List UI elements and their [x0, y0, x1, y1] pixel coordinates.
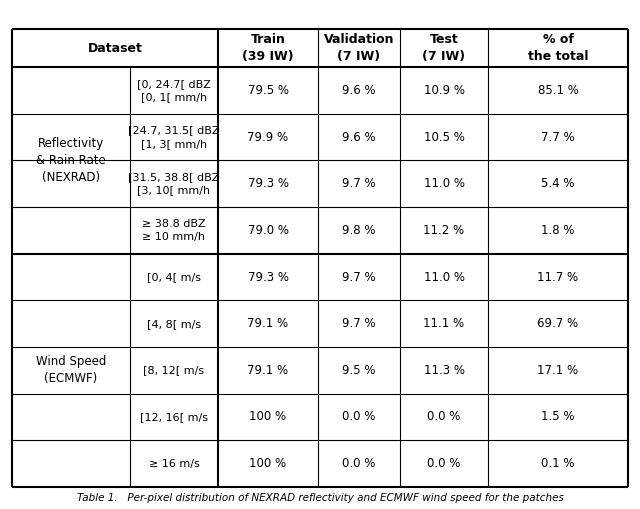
Text: 79.1 %: 79.1 %: [248, 364, 289, 377]
Text: [4, 8[ m/s: [4, 8[ m/s: [147, 319, 201, 329]
Text: 79.3 %: 79.3 %: [248, 270, 289, 284]
Text: [24.7, 31.5[ dBZ
[1, 3[ mm/h: [24.7, 31.5[ dBZ [1, 3[ mm/h: [128, 125, 220, 149]
Text: 11.0 %: 11.0 %: [424, 270, 465, 284]
Text: 100 %: 100 %: [250, 410, 287, 423]
Text: 1.8 %: 1.8 %: [541, 224, 575, 237]
Text: 7.7 %: 7.7 %: [541, 130, 575, 144]
Text: Dataset: Dataset: [88, 42, 143, 54]
Text: Validation
(7 IW): Validation (7 IW): [324, 33, 394, 63]
Text: [12, 16[ m/s: [12, 16[ m/s: [140, 412, 208, 422]
Text: 10.9 %: 10.9 %: [424, 84, 465, 97]
Text: 79.5 %: 79.5 %: [248, 84, 289, 97]
Text: ≥ 16 m/s: ≥ 16 m/s: [148, 459, 200, 469]
Text: 11.1 %: 11.1 %: [424, 317, 465, 330]
Text: 11.2 %: 11.2 %: [424, 224, 465, 237]
Text: Wind Speed
(ECMWF): Wind Speed (ECMWF): [36, 355, 106, 385]
Text: Table 1.   Per-pixel distribution of NEXRAD reflectivity and ECMWF wind speed fo: Table 1. Per-pixel distribution of NEXRA…: [77, 493, 563, 503]
Text: 5.4 %: 5.4 %: [541, 177, 575, 190]
Text: 85.1 %: 85.1 %: [538, 84, 579, 97]
Text: 79.3 %: 79.3 %: [248, 177, 289, 190]
Text: [0, 4[ m/s: [0, 4[ m/s: [147, 272, 201, 282]
Text: ≥ 38.8 dBZ
≥ 10 mm/h: ≥ 38.8 dBZ ≥ 10 mm/h: [142, 219, 206, 242]
Text: 1.5 %: 1.5 %: [541, 410, 575, 423]
Text: 0.0 %: 0.0 %: [342, 410, 376, 423]
Text: 9.7 %: 9.7 %: [342, 317, 376, 330]
Text: 0.0 %: 0.0 %: [342, 457, 376, 470]
Text: Test
(7 IW): Test (7 IW): [422, 33, 465, 63]
Text: 11.7 %: 11.7 %: [538, 270, 579, 284]
Text: 100 %: 100 %: [250, 457, 287, 470]
Text: 11.0 %: 11.0 %: [424, 177, 465, 190]
Text: 9.7 %: 9.7 %: [342, 270, 376, 284]
Text: 9.6 %: 9.6 %: [342, 84, 376, 97]
Text: [8, 12[ m/s: [8, 12[ m/s: [143, 365, 205, 375]
Text: 10.5 %: 10.5 %: [424, 130, 465, 144]
Text: [31.5, 38.8[ dBZ
[3, 10[ mm/h: [31.5, 38.8[ dBZ [3, 10[ mm/h: [128, 172, 220, 195]
Text: 9.5 %: 9.5 %: [342, 364, 376, 377]
Text: 79.0 %: 79.0 %: [248, 224, 289, 237]
Text: Reflectivity
& Rain Rate
(NEXRAD): Reflectivity & Rain Rate (NEXRAD): [36, 137, 106, 184]
Text: 9.7 %: 9.7 %: [342, 177, 376, 190]
Text: 79.1 %: 79.1 %: [248, 317, 289, 330]
Text: 11.3 %: 11.3 %: [424, 364, 465, 377]
Text: 9.8 %: 9.8 %: [342, 224, 376, 237]
Text: Train
(39 IW): Train (39 IW): [242, 33, 294, 63]
Text: 0.1 %: 0.1 %: [541, 457, 575, 470]
Text: 0.0 %: 0.0 %: [428, 457, 461, 470]
Text: [0, 24.7[ dBZ
[0, 1[ mm/h: [0, 24.7[ dBZ [0, 1[ mm/h: [137, 79, 211, 102]
Text: % of
the total: % of the total: [528, 33, 588, 63]
Text: 17.1 %: 17.1 %: [538, 364, 579, 377]
Text: 9.6 %: 9.6 %: [342, 130, 376, 144]
Text: 0.0 %: 0.0 %: [428, 410, 461, 423]
Text: 79.9 %: 79.9 %: [248, 130, 289, 144]
Text: 69.7 %: 69.7 %: [538, 317, 579, 330]
